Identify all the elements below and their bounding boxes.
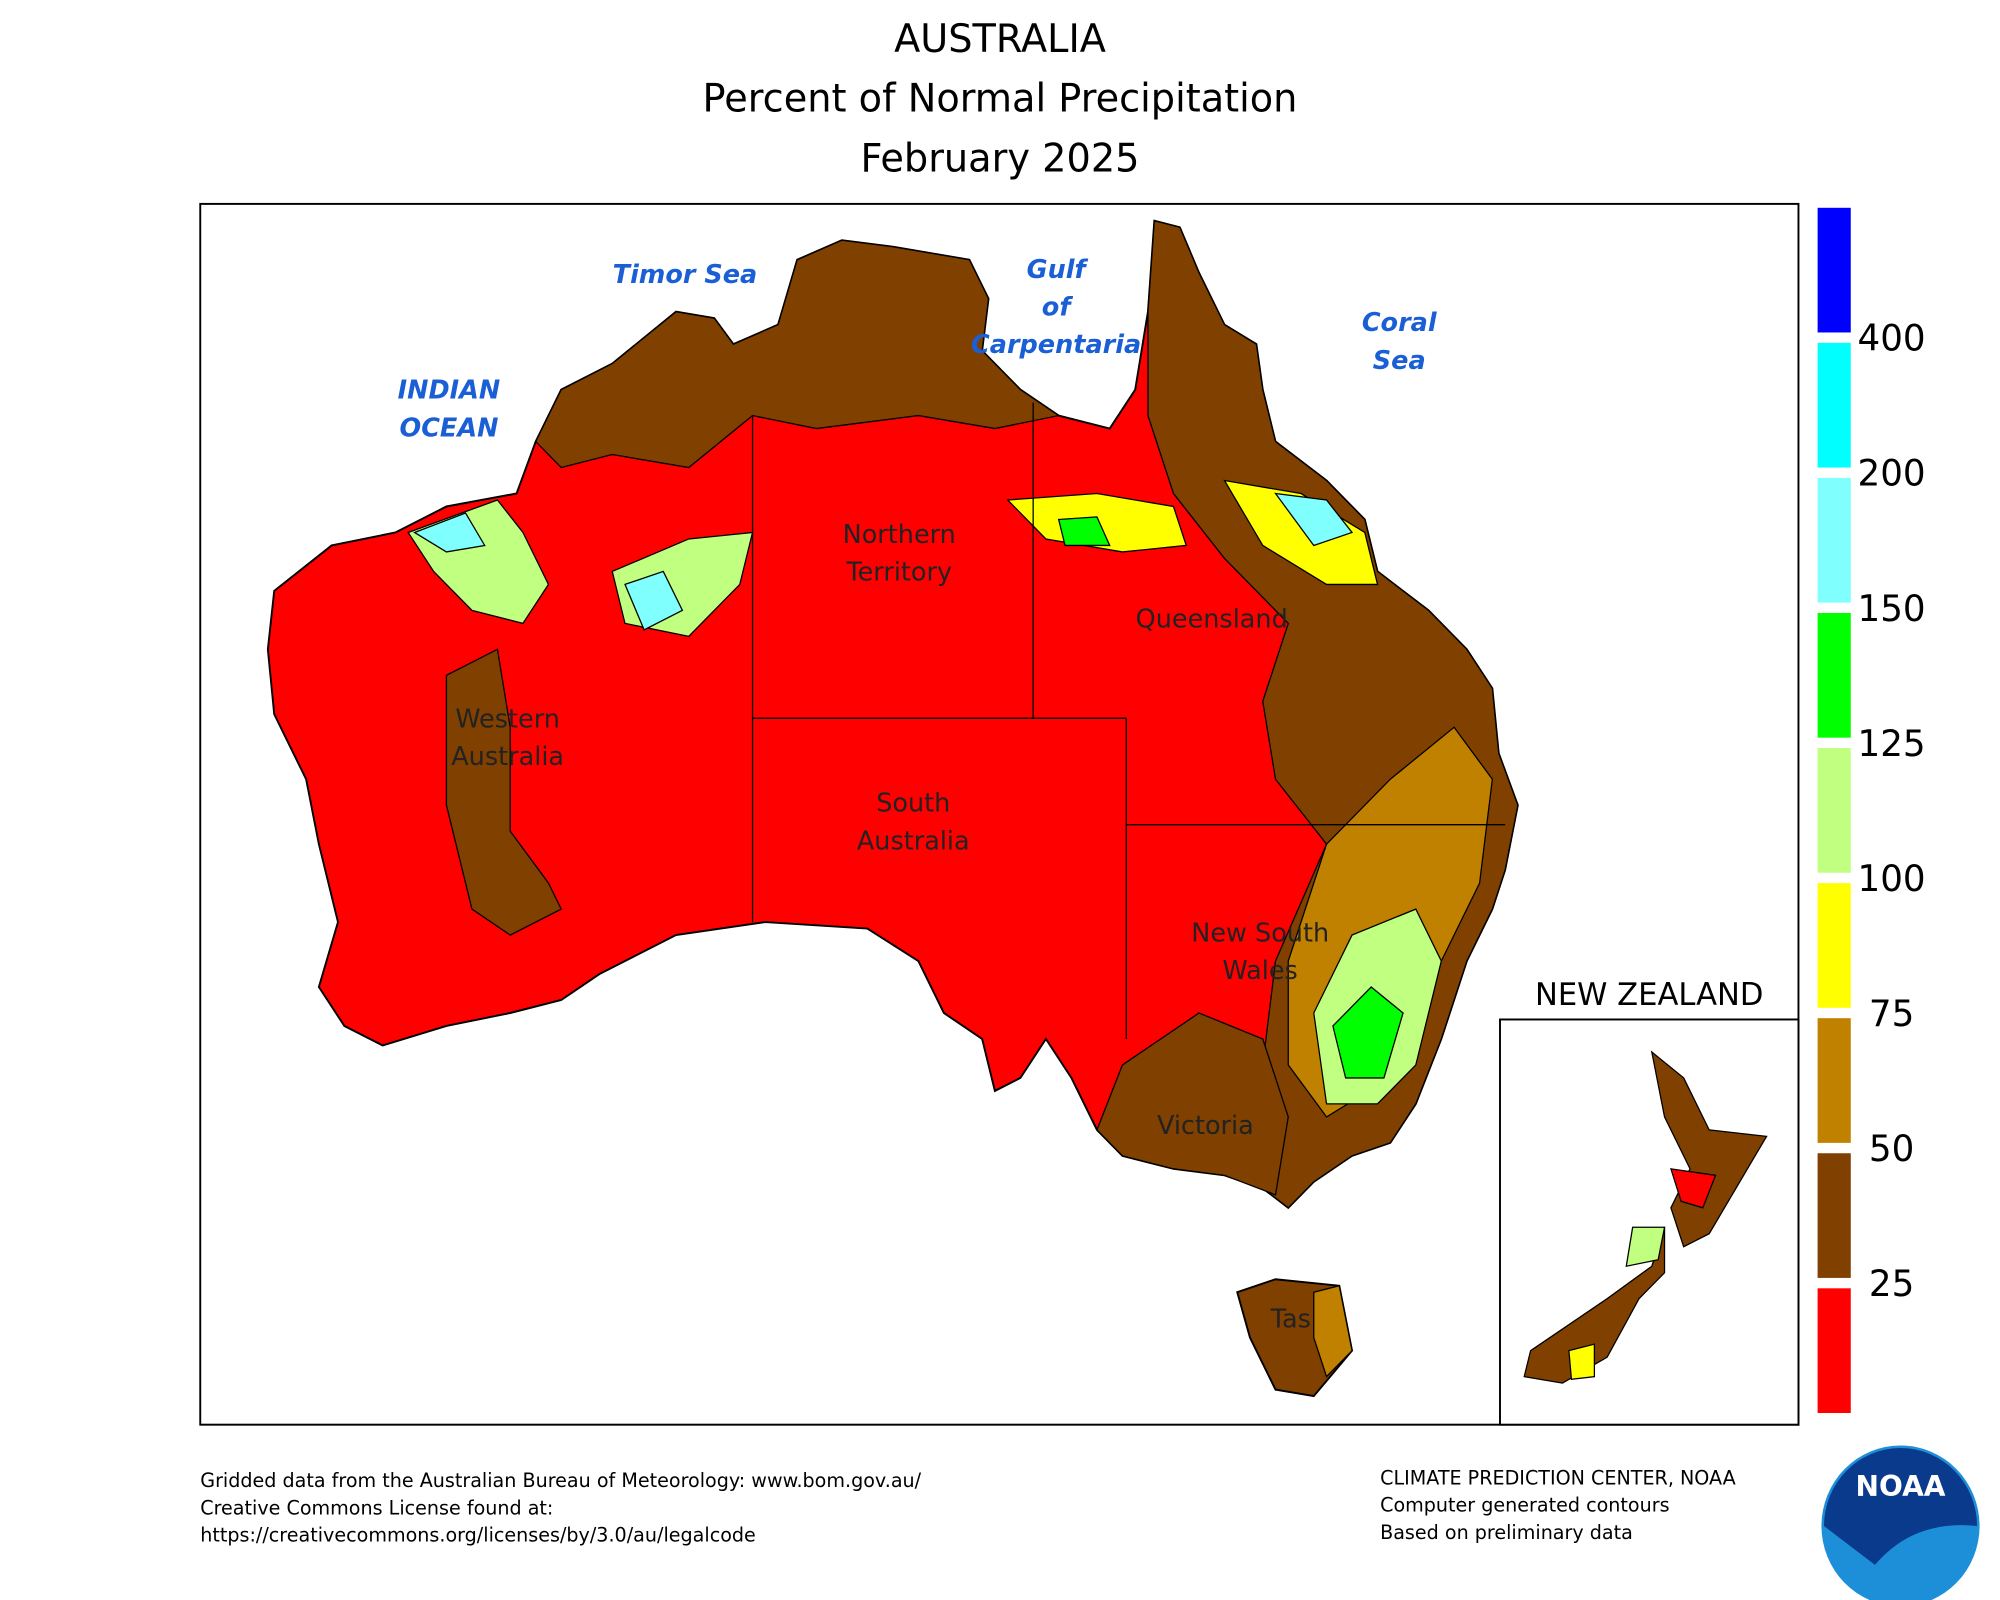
sea-label: INDIAN — [398, 375, 501, 405]
legend-tick-label: 200 — [1858, 453, 1926, 494]
subtitle: Percent of Normal Precipitation — [703, 76, 1298, 121]
region-label: South — [876, 788, 950, 818]
legend-tick-label: 125 — [1858, 724, 1926, 765]
map-labels: Timor Sea Gulf of Carpentaria INDIAN OCEAN Cor… — [398, 255, 1438, 1335]
nz-south-wet — [1625, 1226, 1666, 1268]
region-label: New South — [1191, 918, 1329, 948]
legend-swatch — [1817, 612, 1851, 738]
logo-top — [1823, 1448, 1978, 1565]
legend-swatch — [1817, 342, 1851, 468]
sea-label: Coral — [1362, 308, 1438, 338]
logo-text: NOAA — [1856, 1470, 1946, 1503]
footer-right: CLIMATE PREDICTION CENTER, NOAA — [1380, 1466, 1736, 1489]
title: AUSTRALIA — [894, 17, 1106, 62]
state-borders — [751, 402, 1506, 1039]
region-label: Queensland — [1136, 604, 1288, 634]
region-label: Northern — [843, 520, 956, 550]
legend-tick-label: 100 — [1858, 859, 1926, 900]
region-label: Australia — [857, 826, 970, 856]
sea-label: Carpentaria — [971, 330, 1141, 360]
legend-tick-label: 400 — [1858, 318, 1926, 359]
tasmania-east — [1313, 1284, 1353, 1378]
legend-swatch — [1817, 207, 1851, 333]
wet-nsw-core — [1332, 986, 1404, 1079]
region-label: Western — [455, 704, 560, 734]
victoria-dry — [1096, 1012, 1289, 1196]
footer-left: https://creativecommons.org/licenses/by/… — [200, 1523, 756, 1546]
noaa-logo: NOAA — [1821, 1445, 1980, 1600]
region-label: Australia — [451, 742, 564, 772]
dry-band-north — [534, 239, 1061, 469]
region-label: Tas — [1270, 1304, 1311, 1334]
period: February 2025 — [860, 136, 1139, 181]
region-label: Victoria — [1157, 1111, 1254, 1141]
footer-right: Based on preliminary data — [1380, 1521, 1633, 1544]
wet-kimberley-core — [413, 512, 486, 553]
wet-qld — [1223, 479, 1379, 586]
footer-right: Computer generated contours — [1380, 1494, 1669, 1517]
nz-north-red — [1670, 1168, 1717, 1209]
legend-swatch — [1817, 883, 1851, 1008]
legend-swatch — [1817, 1018, 1851, 1143]
legend-tick-label: 150 — [1858, 588, 1926, 629]
region-label: Wales — [1223, 956, 1298, 986]
footer-left: Gridded data from the Australian Bureau … — [200, 1469, 921, 1492]
legend-swatch — [1817, 748, 1851, 873]
moderate-wa — [445, 648, 563, 936]
sea-label: OCEAN — [400, 413, 499, 443]
legend-swatch — [1817, 1153, 1851, 1278]
legend: 400 200 150 125 100 75 50 25 — [1817, 207, 1926, 1413]
map-area: Timor Sea Gulf of Carpentaria INDIAN OCEAN Cor… — [199, 202, 1800, 1426]
sea-label: of — [1042, 292, 1073, 322]
wet-qld-core — [1274, 492, 1354, 547]
region-label: Territory — [845, 557, 952, 587]
wet-nt-core — [1057, 516, 1111, 547]
nz-south-island — [1523, 1227, 1666, 1384]
nz-south-yellow — [1568, 1343, 1596, 1380]
sea-label: Gulf — [1027, 255, 1089, 285]
footer: Gridded data from the Australian Bureau … — [200, 1466, 1736, 1546]
legend-tick-label: 50 — [1869, 1129, 1914, 1170]
footer-left: Creative Commons License found at: — [200, 1496, 553, 1519]
sea-label: Sea — [1373, 346, 1426, 376]
sea-label: Timor Sea — [613, 260, 758, 290]
inset-title: NEW ZEALAND — [1535, 977, 1764, 1013]
legend-tick-label: 75 — [1869, 994, 1914, 1035]
legend-swatch — [1817, 1288, 1851, 1413]
legend-tick-label: 25 — [1869, 1264, 1914, 1305]
wet-kimberley-east-core — [624, 570, 684, 631]
legend-swatch — [1817, 477, 1851, 603]
titles: AUSTRALIA Percent of Normal Precipitatio… — [703, 17, 1298, 182]
